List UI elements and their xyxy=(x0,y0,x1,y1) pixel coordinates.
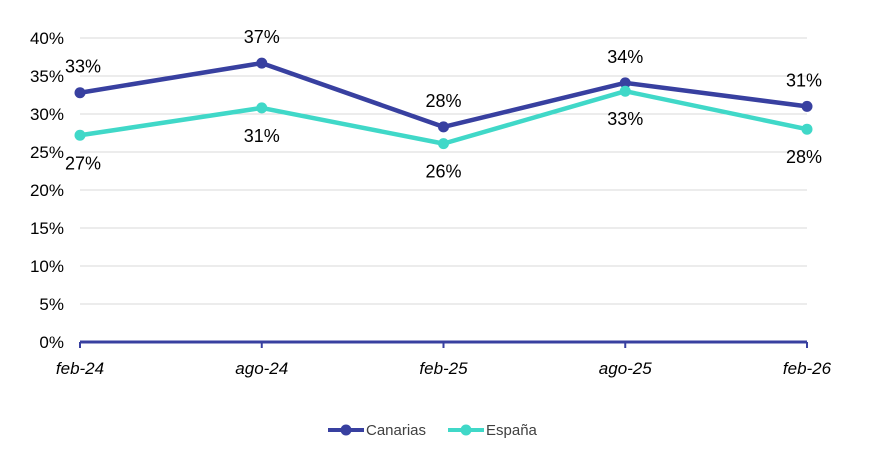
y-tick-label: 15% xyxy=(30,219,64,238)
y-tick-label: 5% xyxy=(39,295,64,314)
x-tick-label: feb-26 xyxy=(783,359,832,378)
y-axis-ticks: 0% 5% 10% 15% 20% 25% 30% 35% 40% xyxy=(30,29,64,352)
data-point xyxy=(801,123,813,135)
y-tick-label: 25% xyxy=(30,143,64,162)
legend-label: Canarias xyxy=(366,422,426,439)
y-tick-label: 40% xyxy=(30,29,64,48)
y-tick-label: 10% xyxy=(30,257,64,276)
x-axis-ticks: feb-24 ago-24 feb-25 ago-25 feb-26 xyxy=(56,359,832,378)
data-point xyxy=(438,138,449,150)
data-label: 31% xyxy=(244,126,280,146)
data-point xyxy=(619,77,631,89)
x-axis xyxy=(79,340,808,348)
legend: Canarias España xyxy=(328,422,538,439)
data-point xyxy=(256,57,268,69)
data-label: 28% xyxy=(425,91,461,111)
y-tick-label: 20% xyxy=(30,181,64,200)
x-tick-label: feb-24 xyxy=(56,359,104,378)
data-label: 28% xyxy=(786,147,822,167)
data-point xyxy=(438,121,449,133)
legend-swatch-marker xyxy=(460,424,472,436)
y-tick-label: 0% xyxy=(39,333,64,352)
data-point xyxy=(801,100,813,112)
data-point xyxy=(619,85,631,97)
data-point xyxy=(74,87,86,99)
data-label: 33% xyxy=(65,57,101,77)
data-label: 27% xyxy=(65,153,101,173)
y-tick-label: 35% xyxy=(30,67,64,86)
x-tick-label: feb-25 xyxy=(419,359,468,378)
data-label: 33% xyxy=(607,109,643,129)
legend-label: España xyxy=(486,422,538,439)
x-tick-label: ago-25 xyxy=(599,359,652,378)
data-label: 34% xyxy=(607,47,643,67)
gridlines xyxy=(80,37,807,305)
data-label: 26% xyxy=(425,162,461,182)
legend-swatch-marker xyxy=(340,424,352,436)
data-point xyxy=(256,102,268,114)
data-label: 37% xyxy=(244,27,280,47)
data-label: 31% xyxy=(786,70,822,90)
data-point xyxy=(74,129,86,141)
y-tick-label: 30% xyxy=(30,105,64,124)
series-lines xyxy=(74,57,813,150)
x-tick-label: ago-24 xyxy=(235,359,288,378)
data-labels: 33% 37% 28% 34% 31% 27% 31% 26% 33% 28% xyxy=(65,27,822,182)
